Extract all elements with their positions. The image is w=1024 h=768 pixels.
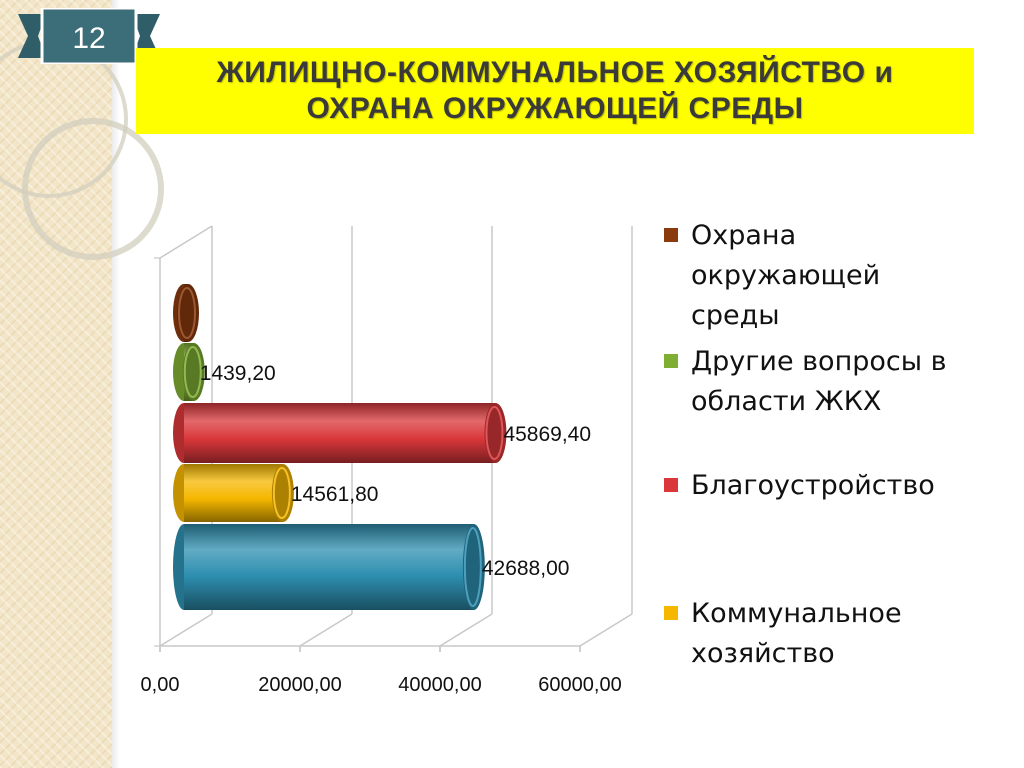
legend-item: Благоустройство: [664, 466, 935, 506]
legend-label: Коммунальное хозяйство: [691, 598, 902, 669]
legend-swatch: [664, 354, 678, 368]
bar-2: [173, 343, 205, 401]
legend-item: Другие вопросы в области ЖКХ: [664, 342, 947, 422]
bar-end-cap-rim: [485, 406, 504, 460]
decorative-ring-bottom: [22, 118, 164, 260]
bar-data-label: 1439,20: [200, 362, 276, 385]
floor-gridline: [579, 613, 633, 647]
legend-swatch: [664, 228, 678, 242]
bar-body: [184, 524, 474, 610]
floor-gridline: [299, 613, 353, 647]
bar-end-cap-rim: [178, 287, 196, 339]
legend-item: Коммунальное хозяйство: [664, 594, 902, 674]
bar-data-label: 42688,00: [482, 557, 570, 580]
bar-3: [173, 403, 507, 463]
x-tick-label: 20000,00: [258, 674, 341, 696]
x-tick-label: 0,00: [141, 674, 180, 696]
floor-gridline: [159, 613, 213, 647]
bar-end-cap-rim: [183, 346, 202, 398]
slide-number-text: 12: [72, 22, 105, 55]
bar-data-label: 45869,40: [503, 423, 591, 446]
legend-label: Охрана окружающей среды: [691, 220, 881, 331]
bar-body: [184, 403, 496, 463]
axis-depth-top: [159, 225, 213, 259]
legend-swatch: [664, 606, 678, 620]
legend-label: Другие вопросы в области ЖКХ: [691, 346, 947, 417]
bar-1: [173, 284, 199, 342]
bar-end-cap-rim: [272, 467, 291, 519]
bar-data-label: 14561,80: [291, 483, 379, 506]
title-line-2: ОХРАНА ОКРУЖАЮЩЕЙ СРЕДЫ: [306, 92, 804, 125]
title-line-1: ЖИЛИЩНО-КОММУНАЛЬНОЕ ХОЗЯЙСТВО и: [216, 56, 894, 89]
bar-end-cap-rim: [463, 527, 482, 607]
x-tick-label: 60000,00: [538, 674, 621, 696]
bar-body: [184, 464, 283, 522]
x-tick-label: 40000,00: [398, 674, 481, 696]
bar-4: [173, 464, 294, 522]
legend-label: Благоустройство: [691, 470, 935, 501]
legend-item: Охрана окружающей среды: [664, 216, 880, 336]
legend-swatch: [664, 478, 678, 492]
bar-5: [173, 524, 485, 610]
title-banner: ЖИЛИЩНО-КОММУНАЛЬНОЕ ХОЗЯЙСТВО и ОХРАНА …: [136, 48, 974, 134]
slide-number-badge: 12: [18, 8, 160, 64]
floor-gridline: [439, 613, 493, 647]
